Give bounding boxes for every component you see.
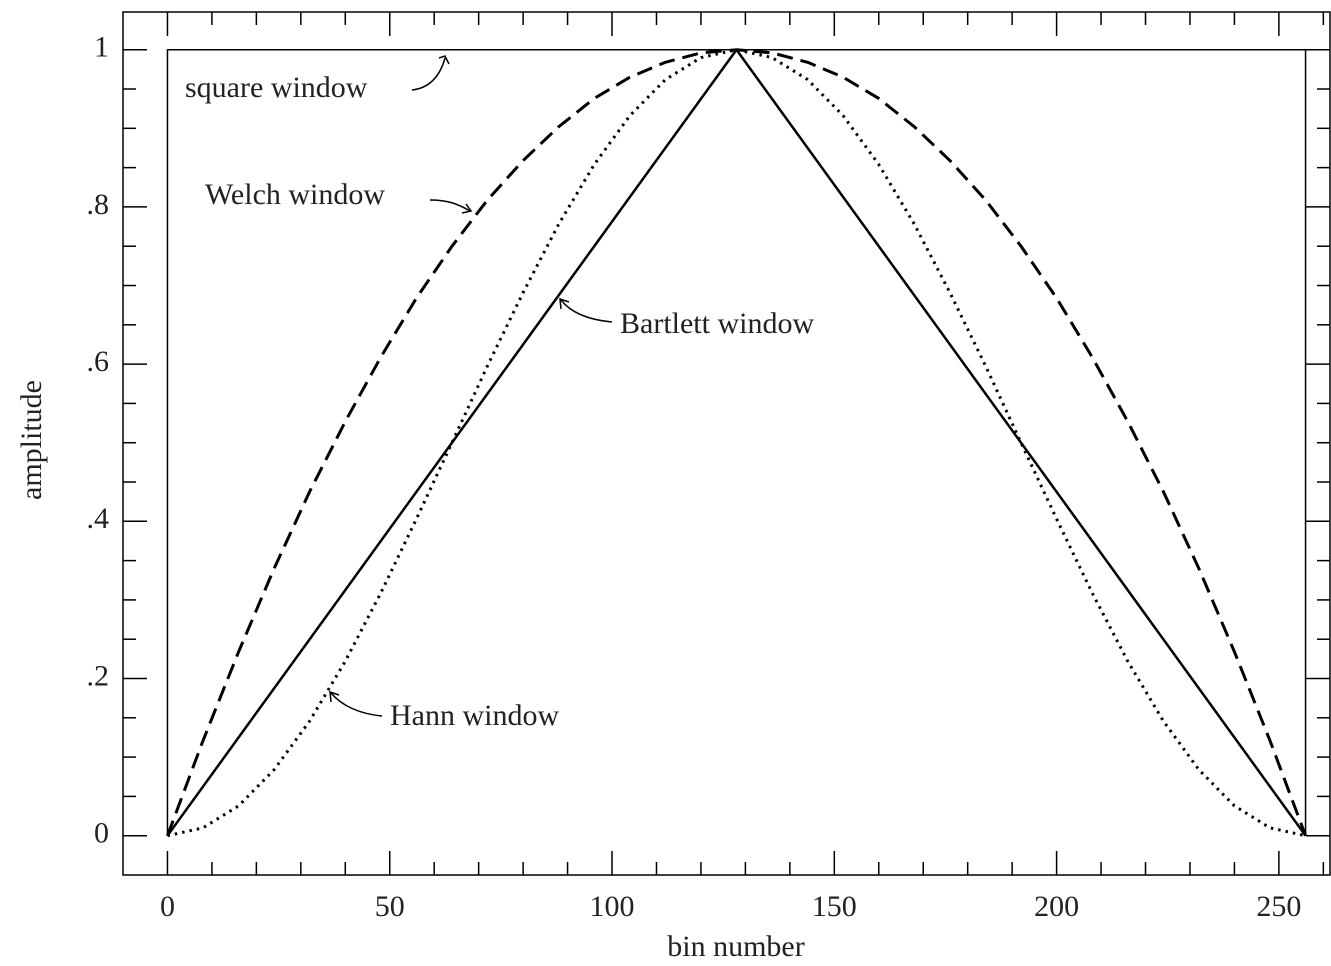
series-line: [166, 48, 1307, 837]
arrow: [560, 299, 613, 323]
annotation-arrows: [329, 55, 613, 717]
arrow-head: [438, 55, 450, 65]
series-annotation: square window: [185, 71, 368, 104]
x-axis-label: bin number: [667, 930, 804, 963]
arrow: [330, 692, 383, 717]
series-annotation: Bartlett window: [620, 307, 814, 340]
series-annotation: Welch window: [205, 178, 385, 211]
arrow-head: [559, 297, 570, 310]
arrow: [429, 199, 471, 212]
x-tick-label: 0: [160, 890, 175, 923]
series-line: [167, 48, 1306, 838]
series-annotation: Hann window: [390, 699, 559, 732]
y-tick-label: .8: [87, 188, 110, 221]
x-tick-label: 200: [1034, 890, 1079, 923]
x-tick-label: 100: [590, 890, 635, 923]
y-tick-label: .2: [87, 659, 110, 692]
y-tick-label: 0: [94, 817, 109, 850]
series-line: [166, 48, 1307, 836]
arrow-head: [461, 203, 473, 214]
y-axis-label: amplitude: [15, 380, 48, 500]
y-tick-label: 1: [94, 31, 109, 64]
arrow: [411, 57, 446, 91]
series-line: [166, 48, 1307, 837]
arrow-head: [329, 690, 340, 703]
y-tick-label: .6: [87, 345, 110, 378]
x-tick-label: 150: [812, 890, 857, 923]
plot-frame: [122, 11, 1331, 876]
x-tick-label: 50: [375, 890, 405, 923]
y-tick-label: .4: [87, 502, 110, 535]
x-tick-label: 250: [1256, 890, 1301, 923]
